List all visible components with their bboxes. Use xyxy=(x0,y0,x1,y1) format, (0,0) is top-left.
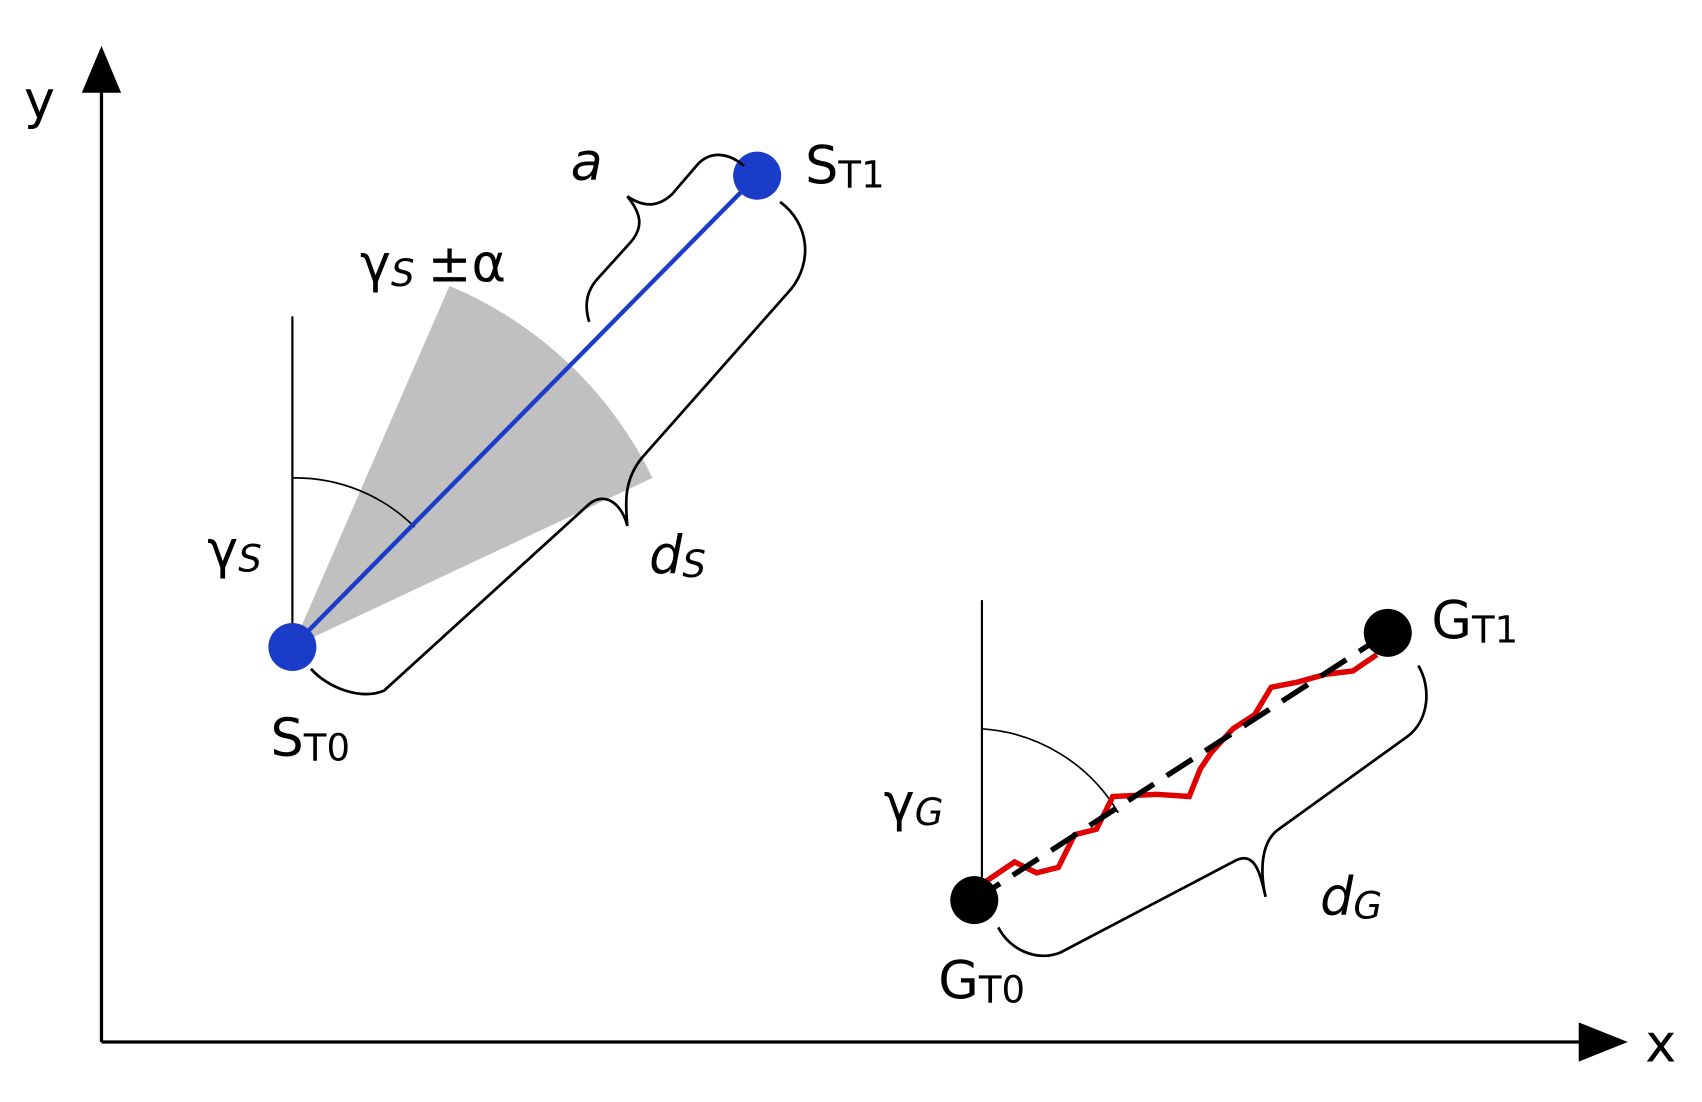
s-path xyxy=(290,174,759,649)
label-sub: T1 xyxy=(1471,609,1518,652)
label-main: S xyxy=(271,708,304,769)
dg-brace xyxy=(997,664,1428,958)
y-axis-label: y xyxy=(24,70,55,131)
label-main: γ xyxy=(884,772,915,833)
label-main: d xyxy=(1320,866,1354,927)
g-t1-label: GT1 xyxy=(1431,590,1518,651)
x-arrow xyxy=(1578,1022,1628,1062)
label-main: G xyxy=(938,950,979,1011)
g-actual-path xyxy=(972,652,1379,892)
s-t1-point xyxy=(733,151,782,200)
label-main: S xyxy=(805,135,838,196)
g-t0-label: GT0 xyxy=(938,950,1025,1011)
s-t1-label: ST1 xyxy=(805,135,884,196)
y-arrow xyxy=(81,45,122,93)
label-sub: S xyxy=(682,543,706,586)
label-sub: S xyxy=(391,252,415,295)
ds-label: dS xyxy=(649,525,706,586)
g-t0-point xyxy=(950,876,999,925)
gamma-s-range-label: γS ±α xyxy=(360,234,506,295)
dg-label: dG xyxy=(1320,866,1382,927)
s-t0-label: ST0 xyxy=(271,708,351,769)
label-main: G xyxy=(1431,590,1472,651)
gamma-g-label: γG xyxy=(884,772,944,833)
g-angle-arc xyxy=(981,728,1120,814)
ds-brace xyxy=(309,200,807,696)
g-straight-path xyxy=(972,630,1390,903)
gamma-s-label: γS xyxy=(207,519,262,580)
label-sub: T0 xyxy=(978,969,1025,1012)
label-sub: S xyxy=(238,538,262,581)
s-angle-arc xyxy=(292,477,416,528)
s-t0-point xyxy=(268,623,317,672)
label-main: γ xyxy=(360,234,391,295)
label-main: γ xyxy=(207,519,238,580)
x-axis-label: x xyxy=(1645,1014,1676,1075)
label-sub: T0 xyxy=(303,726,350,769)
label-sub: T1 xyxy=(837,154,884,197)
label-sub: G xyxy=(915,791,944,834)
g-t1-point xyxy=(1363,608,1412,657)
a-label: a xyxy=(571,132,603,193)
label-sub: G xyxy=(1353,885,1382,928)
label-main: d xyxy=(649,525,683,586)
a-brace xyxy=(585,153,745,323)
label-suffix: ±α xyxy=(428,234,506,295)
